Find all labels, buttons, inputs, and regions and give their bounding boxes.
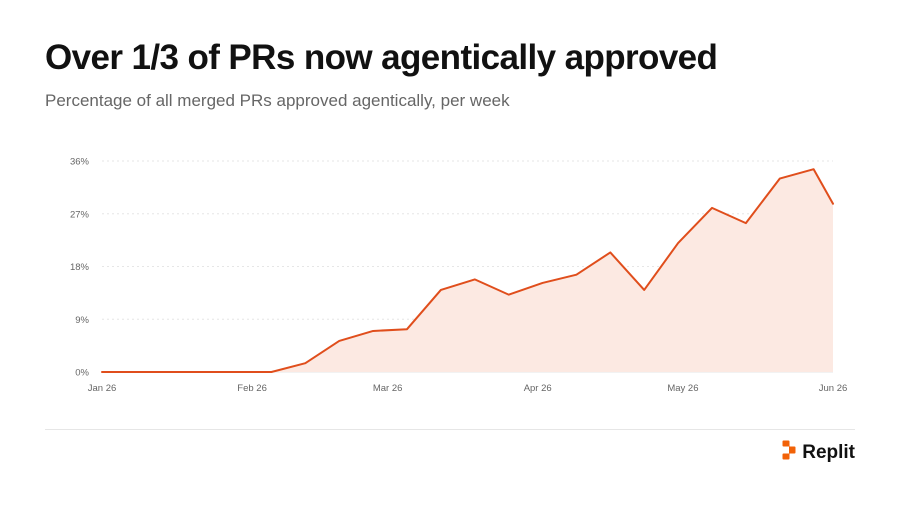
x-tick-label: May 26 bbox=[667, 383, 698, 394]
y-tick-label: 0% bbox=[75, 368, 89, 379]
brand-name: Replit bbox=[802, 441, 855, 463]
replit-logo-icon bbox=[782, 440, 796, 465]
footer-divider bbox=[45, 429, 855, 430]
x-tick-label: Jan 26 bbox=[88, 383, 117, 394]
chart-title: Over 1/3 of PRs now agentically approved bbox=[45, 38, 718, 77]
x-tick-label: Mar 26 bbox=[373, 383, 403, 394]
x-tick-label: Feb 26 bbox=[237, 383, 267, 394]
area-fill bbox=[102, 169, 833, 372]
y-tick-label: 18% bbox=[70, 262, 90, 273]
chart-subtitle: Percentage of all merged PRs approved ag… bbox=[45, 91, 510, 110]
y-tick-label: 9% bbox=[75, 315, 89, 326]
brand: Replit bbox=[782, 440, 855, 465]
series-line bbox=[101, 168, 834, 373]
x-tick-label: Apr 26 bbox=[524, 383, 552, 394]
x-tick-label: Jun 26 bbox=[819, 383, 848, 394]
y-tick-label: 36% bbox=[70, 157, 90, 168]
y-tick-label: 27% bbox=[70, 209, 90, 220]
area-chart: 0% 9% 18% 27% 36% Jan 26 Feb 26 Mar 26 Apr 26 May… bbox=[70, 157, 848, 395]
